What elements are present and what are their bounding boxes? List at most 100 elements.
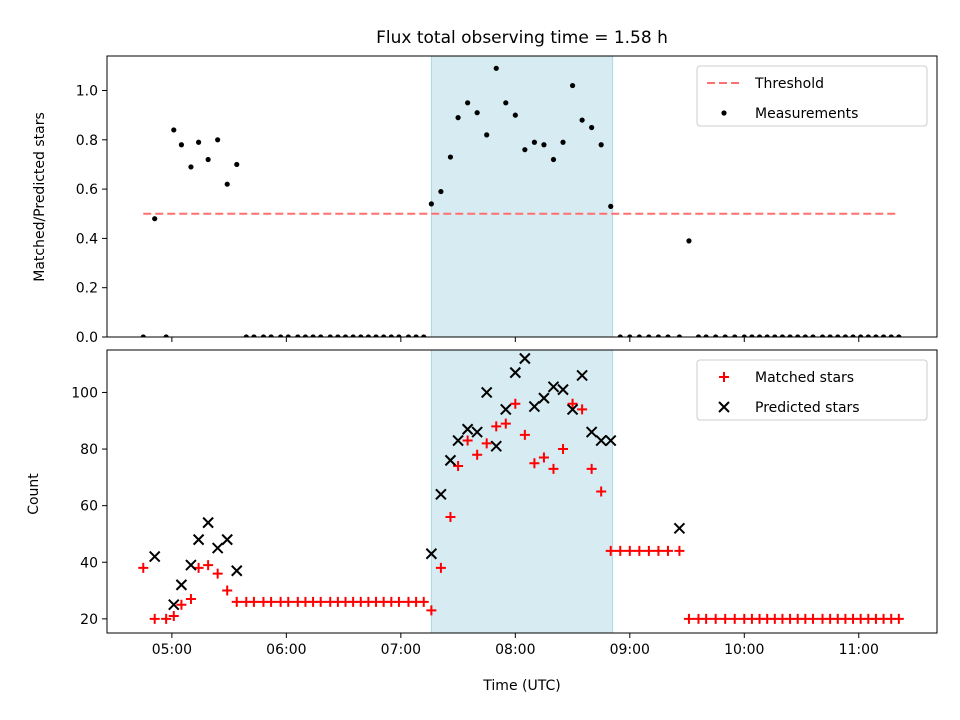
predicted-star-point [202,516,214,529]
measurement-point [873,334,879,337]
matched-star-point [481,438,492,449]
matched-star-point [176,599,187,610]
measurement-point [787,334,793,337]
matched-star-point [161,613,172,624]
measurement-point [779,334,786,337]
measurement-point [438,188,444,195]
measurement-point [531,139,538,145]
x-axis-label: Time (UTC) [482,678,560,694]
measurement-point [880,334,887,337]
matched-star-point [729,613,740,624]
predicted-star-point [425,548,438,560]
bottom-observing-span [430,349,614,634]
measurement-point [756,334,763,337]
measurement-point [396,334,402,337]
x-tick-label: 07:00 [381,642,421,658]
measurement-point [598,142,604,148]
matched-star-point [519,429,530,440]
measurement-point [512,112,518,118]
matched-star-point [653,545,664,556]
top-y-tick-label: 0.0 [76,330,98,346]
top-axes-frame [106,55,938,338]
measurement-point [205,156,211,163]
predicted-star-point [509,366,522,379]
matched-star-point [683,613,694,624]
matched-star-point [538,452,549,463]
measurement-point [455,115,461,121]
bottom-panel: 20 40 60 80 100 05:00 06:00 07:00 08:00 09:00 10:0… [71,349,938,658]
measurement-point [365,334,372,337]
measurement-point [260,334,267,337]
measurement-point [713,334,719,337]
matched-star-point [510,398,521,409]
measurement-point [676,334,683,337]
predicted-star-point [566,403,579,416]
matched-star-point [720,613,731,624]
measurement-point [310,334,316,337]
matched-star-point [426,605,437,616]
matched-star-point [529,458,540,469]
measurement-point [381,334,387,337]
predicted-star-point [673,522,686,534]
predicted-star-point [221,533,233,546]
measurement-point [388,334,394,337]
bottom-legend-box [696,359,928,421]
measurement-point [295,334,301,337]
top-legend: Threshold Measurements [696,65,928,127]
measurement-point [163,334,169,337]
x-tick-label: 11:00 [839,642,879,658]
predicted-star-point [211,542,224,554]
top-y-tick-label: 0.6 [76,182,98,198]
measurement-point [579,117,585,123]
matched-star-point [567,398,578,409]
measurement-point [772,334,778,337]
matched-star-point [248,596,259,607]
measurement-point [695,334,702,337]
measurement-point [302,334,309,337]
measurement-point [764,334,770,337]
chart-title: Flux total observing time = 1.58 h [376,28,668,48]
x-tick-label: 06:00 [266,642,306,658]
matched-star-point [634,545,645,556]
predicted-star-point [500,403,512,416]
measurement-point [465,100,471,106]
measurement-point [234,161,240,168]
measurement-point [636,334,642,337]
measurement-point [140,334,146,337]
measurement-point [318,334,324,337]
legend-predicted-swatch [718,401,730,413]
matched-star-point [807,613,818,624]
top-y-tick-label: 0.4 [76,231,98,247]
measurement-point [493,65,499,71]
matched-star-point [445,511,456,522]
measurement-point [327,334,333,337]
matched-star-point [266,596,277,607]
predicted-star-point [175,579,188,591]
legend-measurement-swatch [721,110,727,116]
measurement-point [152,216,158,222]
bottom-y-tick-label: 60 [80,499,98,515]
predicted-star-point [461,423,474,435]
matched-star-point [138,562,149,573]
matched-star-point [577,404,588,415]
predicted-star-point [585,426,598,438]
matched-star-point [185,594,196,605]
measurement-point [251,334,257,337]
measurement-point [541,142,547,148]
measurement-point [268,334,274,337]
predicted-star-point [595,434,607,447]
predicted-star-point [547,381,560,393]
top-observing-span [430,55,614,338]
matched-star-point [596,486,607,497]
measurement-point [858,334,864,337]
measurement-point [703,334,709,337]
measurement-point [188,164,194,170]
measurement-point [842,334,849,337]
matched-star-point [893,613,904,624]
bottom-y-axis-label: Count [26,473,42,515]
predicted-star-point [490,440,502,452]
predicted-star-point [519,352,531,365]
matched-star-point [222,585,233,596]
measurement-point [835,334,841,337]
